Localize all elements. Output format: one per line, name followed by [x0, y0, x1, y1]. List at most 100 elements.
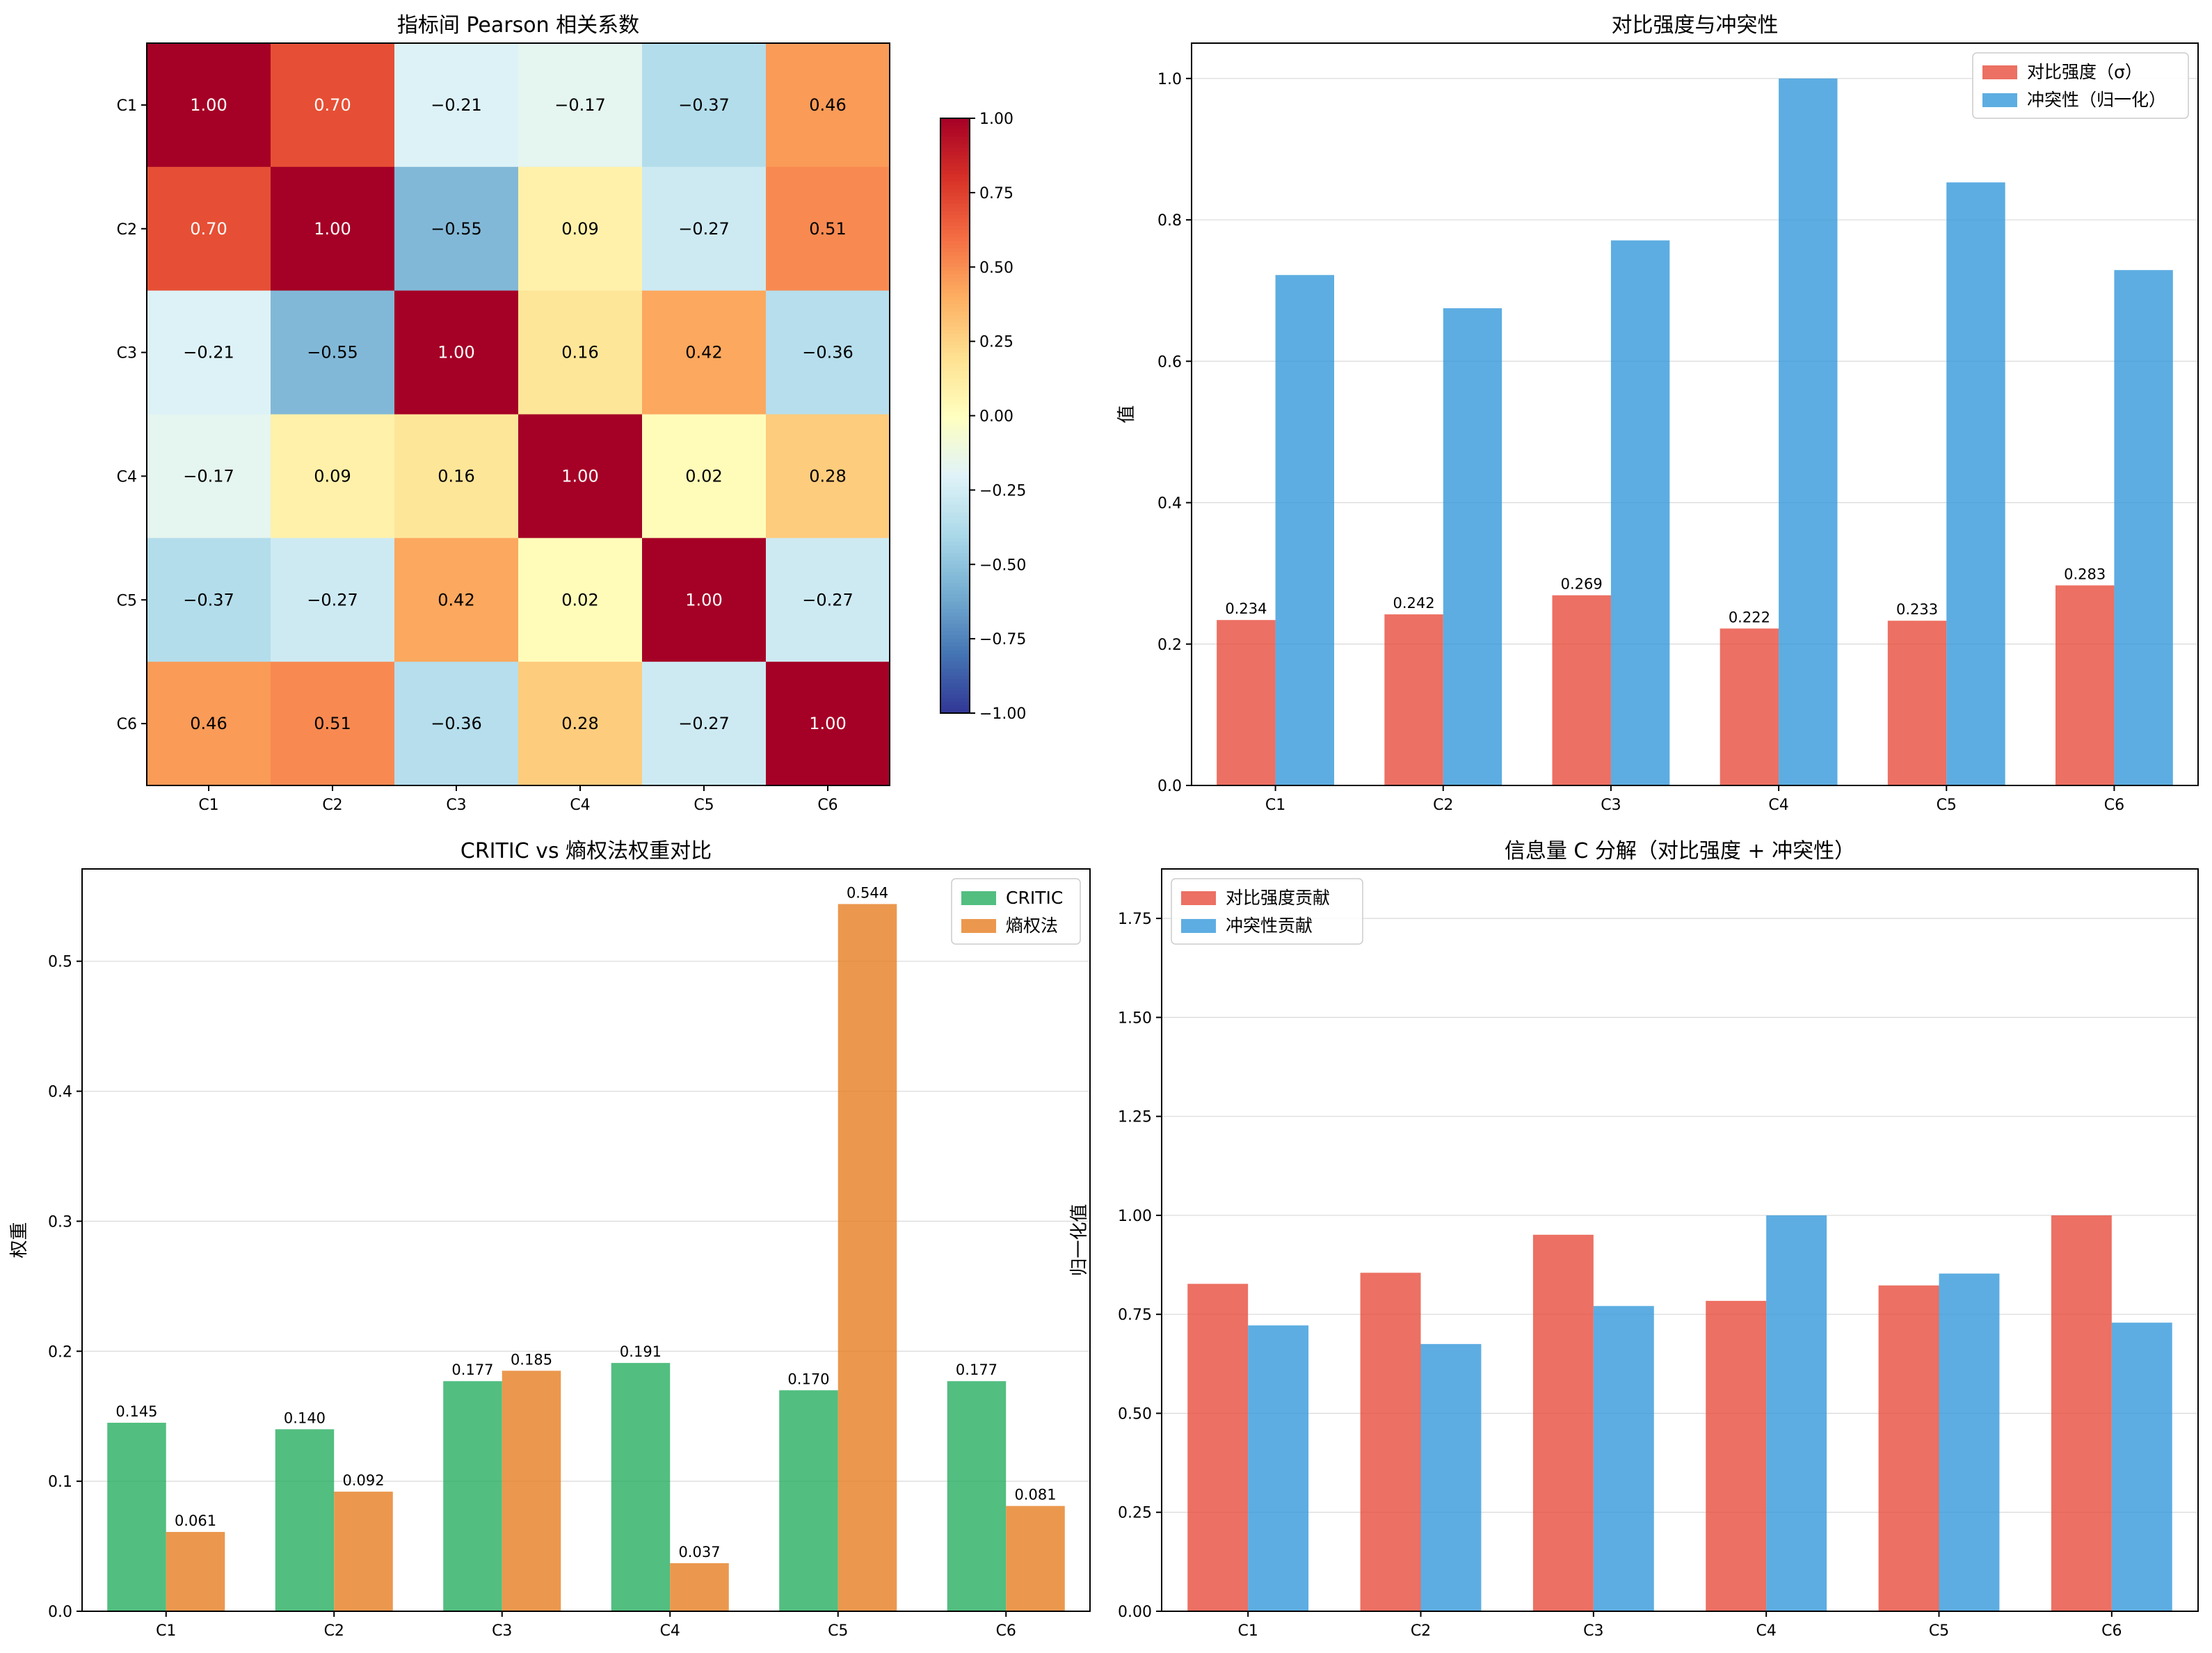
colorbar-segment	[940, 155, 970, 160]
legend-label: 冲突性（归一化）	[2027, 90, 2166, 110]
y-tick-label: 0.4	[48, 1084, 72, 1101]
bar-series-2	[166, 1532, 225, 1611]
colorbar-segment	[940, 545, 970, 550]
colorbar-segment	[940, 676, 970, 680]
bar-value-label: 0.081	[1014, 1487, 1056, 1503]
colorbar-segment	[940, 516, 970, 520]
bar-series-1	[1217, 620, 1276, 785]
bar-series-2	[1248, 1325, 1309, 1611]
cell-label: −0.27	[802, 590, 853, 609]
colorbar-segment	[940, 367, 970, 372]
chart-title: 指标间 Pearson 相关系数	[397, 13, 639, 38]
colorbar-segment	[940, 456, 970, 461]
bar-series-1	[947, 1381, 1007, 1611]
colorbar-segment	[940, 423, 970, 428]
colorbar-segment	[940, 568, 970, 573]
y-tick-label: 0.6	[1157, 353, 1182, 371]
cell-label: −0.21	[431, 95, 482, 115]
colorbar-segment	[940, 460, 970, 465]
legend-swatch	[1181, 891, 1216, 905]
colorbar-segment	[940, 319, 970, 324]
cell-label: 0.28	[809, 466, 846, 486]
bar-series-2	[1610, 240, 1670, 785]
colorbar-segment	[940, 166, 970, 171]
colorbar-segment	[940, 274, 970, 279]
heatmap-cell	[147, 43, 271, 168]
colorbar-segment	[940, 230, 970, 234]
cell-label: 0.02	[561, 590, 598, 609]
colorbar-segment	[940, 564, 970, 569]
y-tick-label: 0.75	[1118, 1307, 1152, 1324]
colorbar-segment	[940, 628, 970, 632]
colorbar-segment	[940, 144, 970, 149]
x-tick-label: C2	[322, 797, 342, 814]
heatmap-cell	[271, 166, 395, 292]
colorbar-segment	[940, 349, 970, 353]
x-tick-label: C1	[1265, 797, 1285, 814]
colorbar-segment	[940, 553, 970, 558]
cell-label: −0.36	[802, 343, 853, 362]
bar-value-label: 0.177	[451, 1361, 493, 1378]
colorbar-segment	[940, 393, 970, 398]
colorbar-segment	[940, 449, 970, 454]
contrast-conflict-panel: 对比强度与冲突性 0.0 0.2 0.4 0.6 0.8 1.0 0.234 C1 0.242 C2…	[1116, 13, 2199, 814]
x-tick-label: C3	[492, 1622, 512, 1640]
y-tick-label: 0.25	[1118, 1505, 1152, 1522]
bar-series-2	[1275, 275, 1334, 785]
bar-series-1	[1552, 595, 1611, 785]
colorbar-segment	[940, 419, 970, 424]
bar-series-1	[443, 1381, 502, 1611]
colorbar-segment	[940, 196, 970, 201]
colorbar-segment	[940, 159, 970, 163]
bar-series-1	[1887, 621, 1947, 785]
colorbar-segment	[940, 426, 970, 431]
heatmap-cell	[518, 43, 643, 168]
colorbar-segment	[940, 152, 970, 157]
x-tick-label: C6	[817, 797, 837, 814]
legend-swatch	[1181, 919, 1216, 933]
bar-value-label: 0.269	[1561, 576, 1603, 593]
colorbar-segment	[940, 360, 970, 365]
bar-value-label: 0.185	[511, 1351, 552, 1368]
colorbar-segment	[940, 333, 970, 338]
y-tick-label: 0.2	[48, 1343, 72, 1361]
colorbar-segment	[940, 374, 970, 379]
colorbar-segment	[940, 471, 970, 476]
colorbar-segment	[940, 479, 970, 484]
cell-label: 0.42	[685, 343, 722, 362]
y-tick-label: C1	[117, 97, 137, 115]
bar-series-2	[1006, 1506, 1065, 1611]
heatmap-cell	[271, 662, 395, 786]
heatmap-cell	[394, 662, 519, 786]
colorbar-segment	[940, 218, 970, 223]
colorbar-segment	[940, 363, 970, 368]
colorbar-tick-label: 0.75	[979, 185, 1013, 202]
cell-label: 0.09	[561, 219, 598, 239]
legend-swatch	[961, 919, 996, 933]
colorbar-segment	[940, 468, 970, 472]
colorbar-tick-label: −1.00	[979, 705, 1026, 723]
heatmap-cell	[147, 662, 271, 786]
colorbar-segment	[940, 497, 970, 502]
x-tick-label: C2	[1433, 797, 1453, 814]
bar-series-1	[1878, 1285, 1939, 1611]
bar-value-label: 0.283	[2064, 566, 2106, 582]
colorbar-segment	[940, 642, 970, 647]
cell-label: −0.21	[183, 343, 234, 362]
x-tick-label: C2	[1411, 1622, 1431, 1640]
heatmap-cell	[518, 166, 643, 292]
x-tick-label: C6	[996, 1622, 1016, 1640]
colorbar-segment	[940, 557, 970, 561]
legend-label: 熵权法	[1006, 916, 1058, 936]
heatmap-cell	[518, 538, 643, 662]
heatmap-cell	[271, 290, 395, 415]
heatmap-cell	[394, 166, 519, 292]
colorbar-segment	[940, 185, 970, 190]
y-tick-label: C3	[117, 345, 137, 362]
cell-label: −0.37	[183, 590, 234, 609]
cell-label: 1.00	[809, 714, 846, 733]
colorbar-segment	[940, 664, 970, 669]
bar-series-2	[334, 1492, 393, 1611]
colorbar-tick-label: −0.50	[979, 557, 1026, 574]
plot-frame	[81, 868, 1091, 1612]
